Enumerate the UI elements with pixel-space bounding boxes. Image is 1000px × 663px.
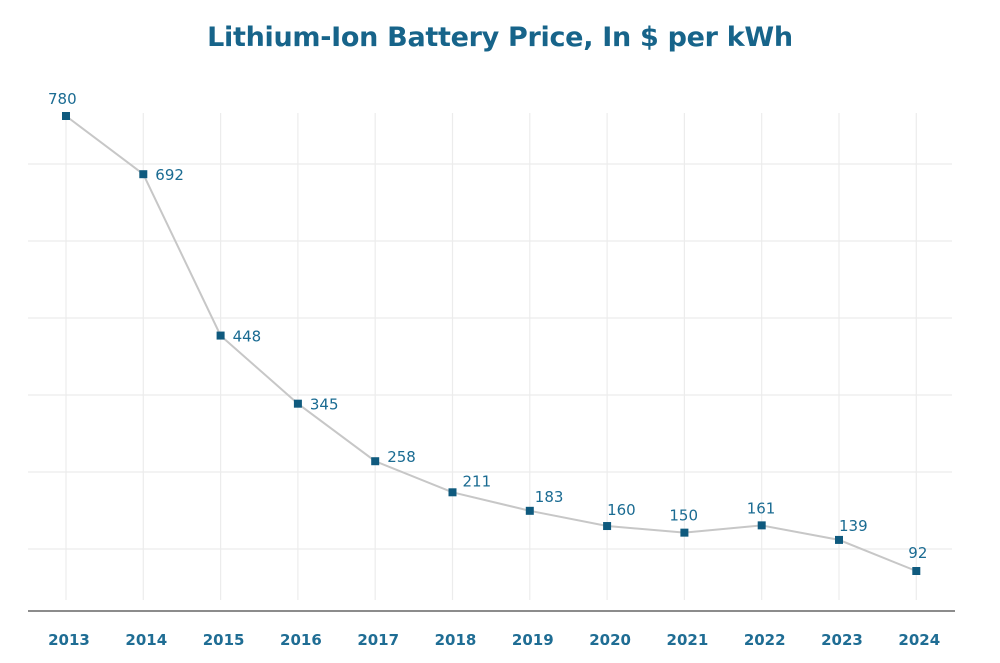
data-label: 160 [607, 501, 636, 519]
x-tick-label: 2022 [744, 631, 786, 649]
data-point-marker [757, 521, 766, 530]
x-tick-label: 2017 [357, 631, 399, 649]
data-point-marker [680, 528, 689, 537]
data-label: 692 [155, 166, 184, 184]
chart-title: Lithium-Ion Battery Price, In $ per kWh [207, 22, 793, 53]
x-tick-label: 2019 [512, 631, 554, 649]
x-tick-label: 2014 [125, 631, 167, 649]
x-tick-label: 2023 [821, 631, 863, 649]
series-line [65, 115, 917, 572]
data-point-marker [448, 488, 457, 497]
data-label: 150 [669, 507, 698, 525]
gridlines [28, 113, 952, 600]
data-point-marker [912, 567, 921, 575]
data-point-marker [371, 457, 380, 466]
data-label: 345 [310, 396, 339, 414]
data-point-marker [62, 112, 70, 120]
x-tick-label: 2018 [435, 631, 477, 649]
x-axis-tick-labels: 2013 2014 2015 2016 2017 2018 2019 2020 2021 2022… [48, 631, 940, 649]
data-point-marker [525, 506, 534, 515]
data-point-marker [139, 170, 148, 179]
x-tick-label: 2021 [667, 631, 709, 649]
data-label: 183 [535, 488, 564, 506]
markers [62, 112, 921, 575]
x-tick-label: 2013 [48, 631, 90, 649]
data-point-marker [603, 522, 612, 531]
data-label: 780 [48, 90, 77, 108]
data-labels: 780 692 448 345 258 211 183 160 150 161 139 92 [48, 90, 927, 562]
data-label: 139 [839, 517, 868, 535]
data-label: 92 [908, 544, 927, 562]
data-label: 161 [747, 499, 776, 517]
x-tick-label: 2016 [280, 631, 322, 649]
x-tick-label: 2015 [203, 631, 245, 649]
data-label: 258 [387, 448, 416, 466]
data-label: 448 [233, 328, 262, 346]
data-point-marker [835, 535, 843, 544]
x-tick-label: 2024 [898, 631, 940, 649]
data-label: 211 [463, 472, 492, 490]
data-point-marker [293, 399, 302, 408]
data-point-marker [216, 331, 225, 340]
x-tick-label: 2020 [589, 631, 631, 649]
